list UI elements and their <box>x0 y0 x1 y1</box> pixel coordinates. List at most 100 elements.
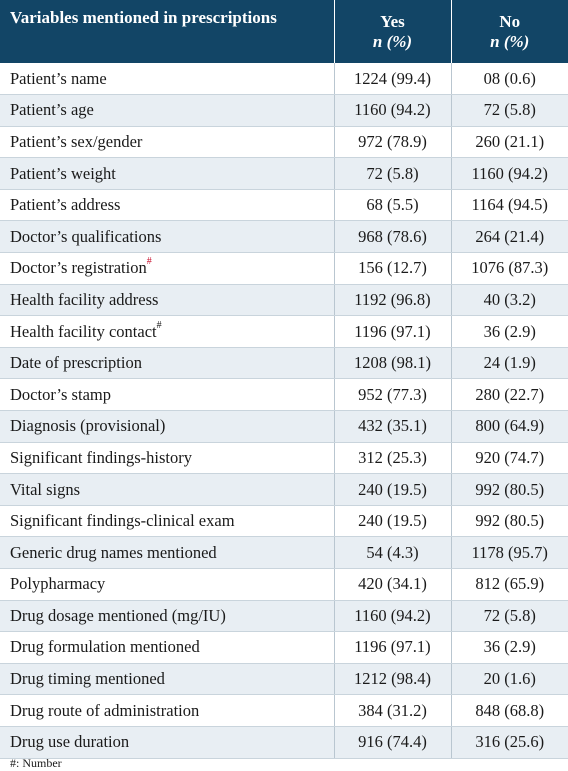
table-row: Drug dosage mentioned (mg/IU)1160 (94.2)… <box>0 600 568 632</box>
header-row: Variables mentioned in prescriptions Yes… <box>0 0 568 63</box>
no-value-cell: 264 (21.4) <box>451 221 568 253</box>
variable-name: Patient’s sex/gender <box>10 132 142 151</box>
variable-name: Significant findings-history <box>10 448 192 467</box>
variable-name-cell: Patient’s weight <box>0 158 334 190</box>
yes-value-cell: 312 (25.3) <box>334 442 451 474</box>
variable-name: Diagnosis (provisional) <box>10 416 165 435</box>
variable-name-cell: Patient’s name <box>0 63 334 95</box>
yes-value-cell: 1160 (94.2) <box>334 95 451 127</box>
variable-name-cell: Health facility address <box>0 284 334 316</box>
variable-name-cell: Date of prescription <box>0 347 334 379</box>
no-value-cell: 812 (65.9) <box>451 569 568 601</box>
variable-name-cell: Doctor’s stamp <box>0 379 334 411</box>
variable-name: Drug dosage mentioned (mg/IU) <box>10 606 226 625</box>
yes-value-cell: 916 (74.4) <box>334 726 451 758</box>
variable-name: Vital signs <box>10 480 80 499</box>
no-value-cell: 36 (2.9) <box>451 632 568 664</box>
header-variables: Variables mentioned in prescriptions <box>0 0 334 63</box>
no-value-cell: 1178 (95.7) <box>451 537 568 569</box>
variable-name-cell: Doctor’s qualifications <box>0 221 334 253</box>
table-row: Doctor’s registration#156 (12.7)1076 (87… <box>0 253 568 285</box>
variable-name-cell: Significant findings-clinical exam <box>0 505 334 537</box>
table-header: Variables mentioned in prescriptions Yes… <box>0 0 568 63</box>
variable-name: Drug use duration <box>10 732 129 751</box>
variable-name: Date of prescription <box>10 353 142 372</box>
header-yes-npct: n (%) <box>335 32 451 52</box>
header-no: No n (%) <box>451 0 568 63</box>
variable-name: Polypharmacy <box>10 574 105 593</box>
table-row: Drug route of administration 384 (31.2)84… <box>0 695 568 727</box>
yes-value-cell: 1224 (99.4) <box>334 63 451 95</box>
no-value-cell: 848 (68.8) <box>451 695 568 727</box>
variable-name-cell: Vital signs <box>0 474 334 506</box>
variable-name: Drug formulation mentioned <box>10 637 200 656</box>
header-no-label: No <box>452 12 568 32</box>
yes-value-cell: 952 (77.3) <box>334 379 451 411</box>
variable-name-cell: Patient’s address <box>0 189 334 221</box>
variable-name-cell: Drug route of administration <box>0 695 334 727</box>
table-row: Date of prescription 1208 (98.1)24 (1.9) <box>0 347 568 379</box>
yes-value-cell: 240 (19.5) <box>334 505 451 537</box>
variable-name: Drug route of administration <box>10 701 199 720</box>
table-row: Significant findings-history 312 (25.3)92… <box>0 442 568 474</box>
no-value-cell: 72 (5.8) <box>451 95 568 127</box>
yes-value-cell: 968 (78.6) <box>334 221 451 253</box>
variable-name-cell: Significant findings-history <box>0 442 334 474</box>
no-value-cell: 1076 (87.3) <box>451 253 568 285</box>
no-value-cell: 992 (80.5) <box>451 474 568 506</box>
yes-value-cell: 156 (12.7) <box>334 253 451 285</box>
no-value-cell: 920 (74.7) <box>451 442 568 474</box>
yes-value-cell: 1192 (96.8) <box>334 284 451 316</box>
table-row: Patient’s weight 72 (5.8)1160 (94.2) <box>0 158 568 190</box>
variable-name: Health facility address <box>10 290 158 309</box>
variable-name: Patient’s age <box>10 100 94 119</box>
variable-name: Drug timing mentioned <box>10 669 165 688</box>
variable-name: Generic drug names mentioned <box>10 543 217 562</box>
no-value-cell: 40 (3.2) <box>451 284 568 316</box>
yes-value-cell: 68 (5.5) <box>334 189 451 221</box>
yes-value-cell: 1208 (98.1) <box>334 347 451 379</box>
yes-value-cell: 240 (19.5) <box>334 474 451 506</box>
variable-name: Patient’s address <box>10 195 120 214</box>
no-value-cell: 36 (2.9) <box>451 316 568 348</box>
no-value-cell: 260 (21.1) <box>451 126 568 158</box>
footnote-mark: # <box>147 256 152 267</box>
variable-name-cell: Patient’s age <box>0 95 334 127</box>
variable-name-cell: Drug use duration <box>0 726 334 758</box>
variable-name: Patient’s name <box>10 69 107 88</box>
no-value-cell: 24 (1.9) <box>451 347 568 379</box>
table-row: Vital signs 240 (19.5)992 (80.5) <box>0 474 568 506</box>
variable-name-cell: Diagnosis (provisional) <box>0 411 334 443</box>
no-value-cell: 1160 (94.2) <box>451 158 568 190</box>
table-row: Patient’s age 1160 (94.2)72 (5.8) <box>0 95 568 127</box>
table-row: Health facility contact#1196 (97.1)36 (2… <box>0 316 568 348</box>
yes-value-cell: 420 (34.1) <box>334 569 451 601</box>
table-row: Diagnosis (provisional)432 (35.1)800 (64… <box>0 411 568 443</box>
variable-name-cell: Patient’s sex/gender <box>0 126 334 158</box>
yes-value-cell: 72 (5.8) <box>334 158 451 190</box>
yes-value-cell: 384 (31.2) <box>334 695 451 727</box>
header-no-npct: n (%) <box>452 32 568 52</box>
variable-name-cell: Generic drug names mentioned <box>0 537 334 569</box>
variable-name-cell: Drug formulation mentioned <box>0 632 334 664</box>
variable-name-cell: Doctor’s registration# <box>0 253 334 285</box>
no-value-cell: 08 (0.6) <box>451 63 568 95</box>
no-value-cell: 72 (5.8) <box>451 600 568 632</box>
variable-name-cell: Polypharmacy <box>0 569 334 601</box>
variable-name: Patient’s weight <box>10 164 116 183</box>
no-value-cell: 20 (1.6) <box>451 663 568 695</box>
variable-name: Doctor’s registration <box>10 258 147 277</box>
variable-name: Health facility contact <box>10 322 157 341</box>
